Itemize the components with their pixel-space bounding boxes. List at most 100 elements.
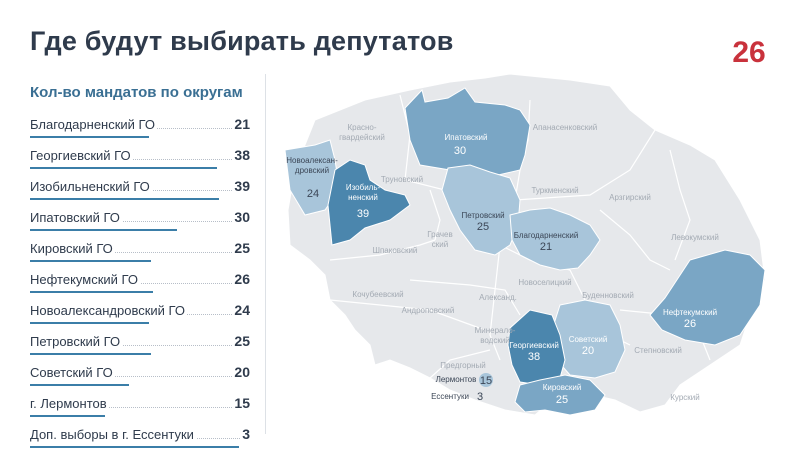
page-title: Где будут выбирать депутатов [30, 26, 454, 56]
row-bar [30, 260, 151, 262]
label-shpakovsky: Шпаковский [373, 246, 418, 255]
row-bar [30, 353, 151, 355]
label-kursky: Курский [670, 393, 699, 402]
row-label: Кировский ГО [30, 241, 115, 256]
label-mineralovodsky-2: водский [480, 336, 510, 345]
label-aleksandrovsky: Александ. [479, 293, 517, 302]
label-apanasenkovsky: Апанасенковский [533, 123, 598, 132]
row-label: г. Лермонтов [30, 396, 109, 411]
row-label: Доп. выборы в г. Ессентуки [30, 427, 196, 442]
logo-text: 26 [732, 36, 765, 69]
divider [265, 74, 266, 434]
row-value: 3 [240, 426, 250, 442]
district-kirovsky [514, 374, 606, 416]
label-izobilnensky-2: ненский [348, 193, 378, 202]
value-petrovsky: 25 [477, 221, 489, 233]
label-grachevsky-2: ский [432, 240, 448, 249]
row-label: Георгиевский ГО [30, 148, 133, 163]
mandate-row: Нефтекумский ГО 26 [30, 269, 250, 300]
label-mineralovodsky: Минерало- [475, 326, 516, 335]
value-georgievsky: 38 [528, 351, 540, 363]
row-bar [30, 446, 239, 448]
district-ipatovsky [404, 87, 531, 179]
row-label: Ипатовский ГО [30, 210, 122, 225]
row-bar [30, 415, 105, 417]
row-value: 25 [232, 333, 250, 349]
label-krasnogvardeysky-2: гвардейский [339, 133, 385, 142]
label-krasnogvardeysky: Красно- [347, 123, 376, 132]
district-map: Красно- гвардейский Апанасенковский Трун… [284, 73, 766, 416]
mandate-row: Ипатовский ГО 30 [30, 207, 250, 238]
row-bar [30, 291, 153, 293]
row-label: Советский ГО [30, 365, 115, 380]
row-leader-dots [30, 376, 250, 377]
value-kirovsky: 25 [556, 394, 568, 406]
mandates-list: Благодарненский ГО 21 Георгиевский ГО 38 Изо… [30, 114, 250, 455]
row-bar [30, 198, 219, 200]
value-blagodarnensky: 21 [540, 241, 552, 253]
row-bar [30, 229, 177, 231]
row-leader-dots [30, 345, 250, 346]
row-bar [30, 322, 149, 324]
row-label: Изобильненский ГО [30, 179, 152, 194]
value-lermontov: 15 [480, 375, 492, 387]
row-value: 38 [232, 147, 250, 163]
mandate-row: Кировский ГО 25 [30, 238, 250, 269]
row-bar [30, 384, 129, 386]
value-essentuki: 3 [477, 391, 483, 403]
label-sovetsky: Советский [569, 335, 608, 344]
label-novoselitsky: Новоселицкий [518, 278, 571, 287]
value-izobilnensky: 39 [357, 208, 369, 220]
mandate-row: Доп. выборы в г. Ессентуки 3 [30, 424, 250, 455]
label-kochubeevsky: Кочубеевский [352, 290, 403, 299]
label-arzgirsky: Арзгирский [609, 193, 651, 202]
row-value: 39 [232, 178, 250, 194]
label-novoaleksandrovsky: Новоалексан- [286, 156, 338, 165]
district-blagodarnensky [509, 207, 601, 271]
value-sovetsky: 20 [582, 345, 594, 357]
row-bar [30, 167, 217, 169]
label-budennovsky: Буденновский [582, 291, 634, 300]
label-kirovsky: Кировский [543, 383, 582, 392]
label-stepnovsky: Степновский [634, 346, 682, 355]
label-lermontov: Лермонтов [436, 375, 477, 384]
label-predgorny: Предгорный [440, 361, 485, 370]
label-georgievsky: Георгиевский [509, 341, 559, 350]
district-neftekumsky [649, 249, 766, 346]
district-lermontov [479, 373, 493, 387]
row-leader-dots [30, 407, 250, 408]
label-blagodarnensky: Благодарненский [514, 231, 579, 240]
label-neftekumsky: Нефтекумский [663, 308, 717, 317]
row-leader-dots [30, 221, 250, 222]
row-bar [30, 136, 149, 138]
mandate-row: Советский ГО 20 [30, 362, 250, 393]
label-petrovsky: Петровский [461, 211, 504, 220]
row-label: Петровский ГО [30, 334, 123, 349]
mandate-row: Изобильненский ГО 39 [30, 176, 250, 207]
row-leader-dots [30, 252, 250, 253]
mandate-row: Благодарненский ГО 21 [30, 114, 250, 145]
value-novoaleksandrovsky: 24 [307, 188, 319, 200]
row-value: 26 [232, 271, 250, 287]
row-leader-dots [30, 159, 250, 160]
row-value: 24 [232, 302, 250, 318]
label-essentuki: Ессентуки [431, 392, 469, 401]
mandate-row: Петровский ГО 25 [30, 331, 250, 362]
list-subtitle: Кол-во мандатов по округам [30, 84, 243, 101]
label-grachevsky: Грачев [427, 230, 452, 239]
label-izobilnensky: Изобиль- [346, 183, 381, 192]
label-turkmensky: Туркменский [531, 186, 578, 195]
row-label: Нефтекумский ГО [30, 272, 140, 287]
row-value: 30 [232, 209, 250, 225]
row-value: 21 [232, 116, 250, 132]
value-ipatovsky: 30 [454, 145, 466, 157]
district-petrovsky [441, 164, 521, 256]
row-value: 15 [232, 395, 250, 411]
value-neftekumsky: 26 [684, 318, 696, 330]
district-izobilnensky [327, 159, 411, 246]
logo-26: 26 [732, 36, 765, 69]
mandate-row: Георгиевский ГО 38 [30, 145, 250, 176]
label-levokumsky: Левокумский [671, 233, 719, 242]
mandate-row: г. Лермонтов 15 [30, 393, 250, 424]
label-ipatovsky: Ипатовский [445, 133, 488, 142]
